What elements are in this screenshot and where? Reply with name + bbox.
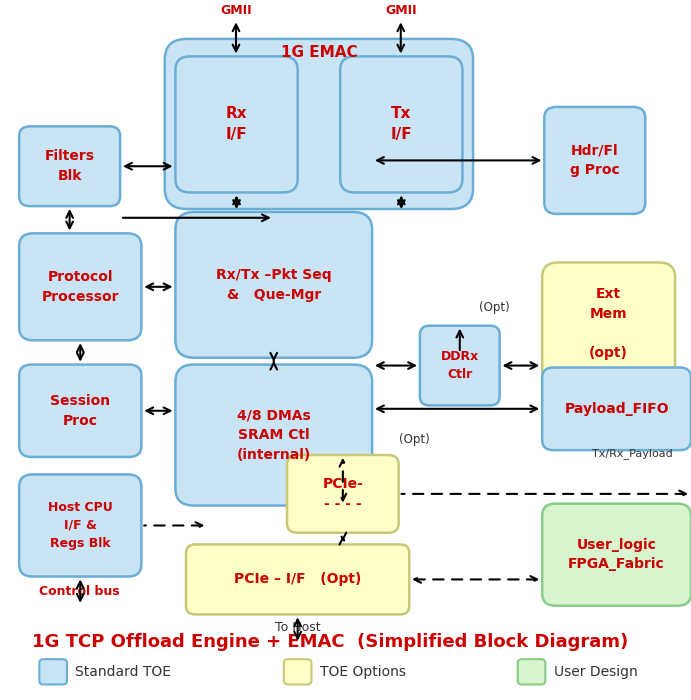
Text: Ext
Mem

(opt): Ext Mem (opt) xyxy=(589,287,628,360)
FancyBboxPatch shape xyxy=(19,233,142,340)
Text: User Design: User Design xyxy=(554,665,638,679)
FancyBboxPatch shape xyxy=(176,57,298,192)
FancyBboxPatch shape xyxy=(284,659,312,685)
Text: Tx
I/F: Tx I/F xyxy=(390,106,412,142)
Text: Payload_FIFO: Payload_FIFO xyxy=(565,402,669,416)
FancyBboxPatch shape xyxy=(39,659,67,685)
Text: Host CPU
I/F &
Regs Blk: Host CPU I/F & Regs Blk xyxy=(48,501,113,550)
Text: PCIe – I/F   (Opt): PCIe – I/F (Opt) xyxy=(234,573,361,587)
Text: TOE Options: TOE Options xyxy=(320,665,406,679)
FancyBboxPatch shape xyxy=(542,262,675,384)
FancyBboxPatch shape xyxy=(545,107,645,214)
Text: GMII: GMII xyxy=(220,4,252,18)
Text: Control bus: Control bus xyxy=(39,584,120,598)
Text: GMII: GMII xyxy=(385,4,417,18)
Text: To Host: To Host xyxy=(275,621,321,634)
FancyBboxPatch shape xyxy=(176,365,372,505)
FancyBboxPatch shape xyxy=(542,368,691,450)
FancyBboxPatch shape xyxy=(518,659,545,685)
FancyBboxPatch shape xyxy=(19,475,142,577)
FancyBboxPatch shape xyxy=(287,455,399,533)
Text: (Opt): (Opt) xyxy=(399,433,430,446)
FancyBboxPatch shape xyxy=(420,326,500,405)
Text: (Opt): (Opt) xyxy=(479,301,510,314)
FancyBboxPatch shape xyxy=(164,39,473,209)
Text: User_logic
FPGA_Fabric: User_logic FPGA_Fabric xyxy=(568,538,665,571)
Text: Rx/Tx –Pkt Seq
&   Que-Mgr: Rx/Tx –Pkt Seq & Que-Mgr xyxy=(216,268,332,302)
FancyBboxPatch shape xyxy=(340,57,462,192)
Text: Rx
I/F: Rx I/F xyxy=(226,106,247,142)
Text: Filters
Blk: Filters Blk xyxy=(45,150,95,183)
Text: Hdr/Fl
g Proc: Hdr/Fl g Proc xyxy=(570,144,620,177)
FancyBboxPatch shape xyxy=(19,127,120,206)
FancyBboxPatch shape xyxy=(19,365,142,457)
Text: 4/8 DMAs
SRAM Ctl
(internal): 4/8 DMAs SRAM Ctl (internal) xyxy=(236,409,311,461)
FancyBboxPatch shape xyxy=(542,503,691,606)
FancyBboxPatch shape xyxy=(186,545,409,615)
Text: Tx/Rx_Payload: Tx/Rx_Payload xyxy=(592,447,673,458)
Text: 1G EMAC: 1G EMAC xyxy=(281,45,357,60)
Text: DDRx
Ctlr: DDRx Ctlr xyxy=(441,350,479,381)
FancyBboxPatch shape xyxy=(176,212,372,358)
Text: Protocol
Processor: Protocol Processor xyxy=(41,270,119,304)
Text: PCIe-
- - - -: PCIe- - - - - xyxy=(323,477,363,510)
Text: Standard TOE: Standard TOE xyxy=(75,665,171,679)
Text: 1G TCP Offload Engine + EMAC  (Simplified Block Diagram): 1G TCP Offload Engine + EMAC (Simplified… xyxy=(32,633,628,651)
Text: Session
Proc: Session Proc xyxy=(50,394,111,428)
